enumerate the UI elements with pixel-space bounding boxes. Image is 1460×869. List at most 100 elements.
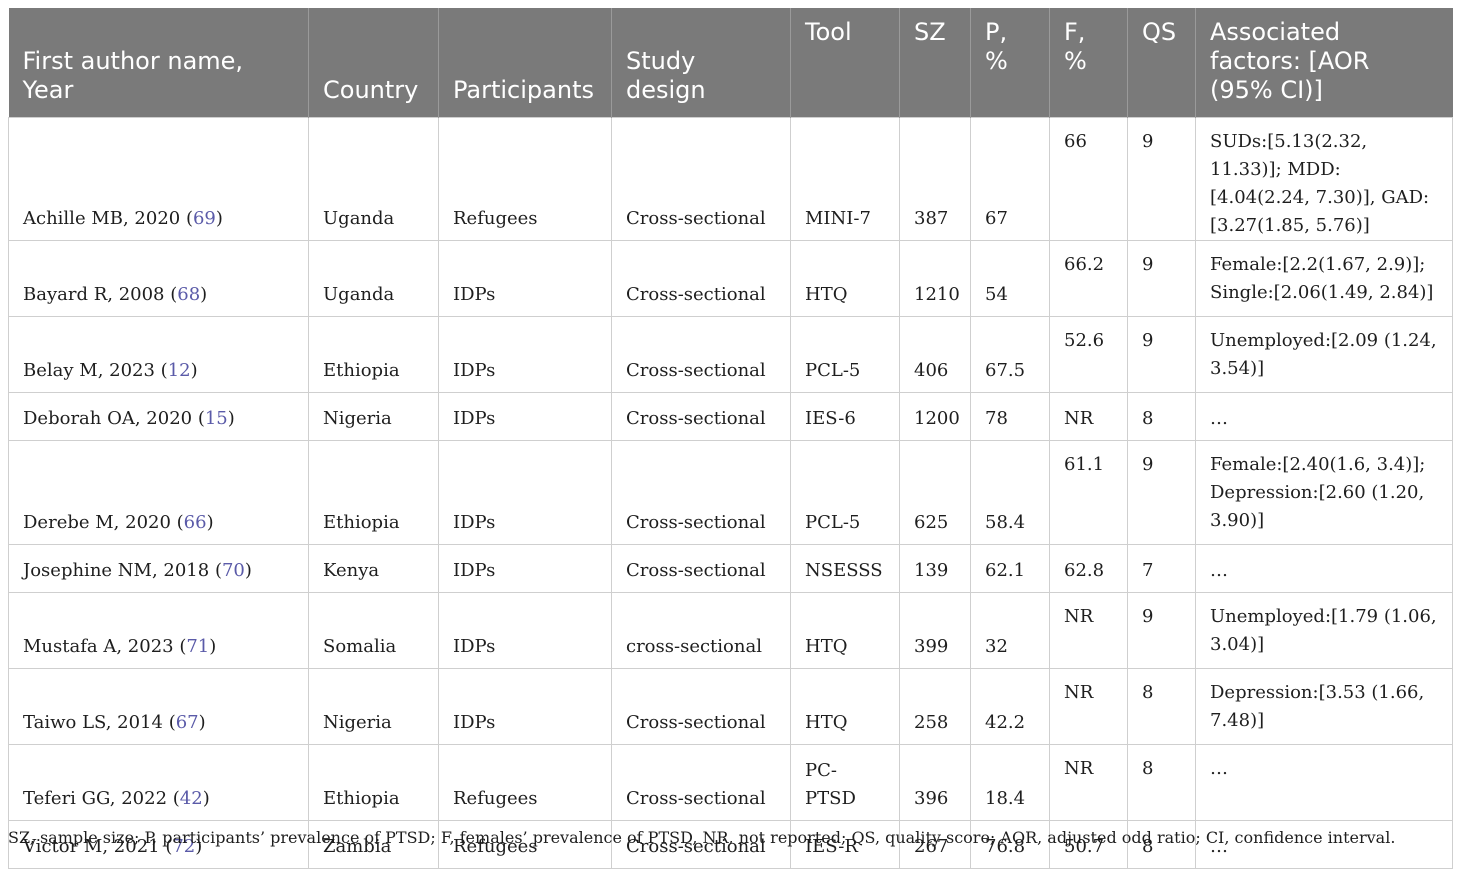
header-study-design: Study design xyxy=(611,8,791,118)
cell-f: 66.2 xyxy=(1049,240,1128,317)
quality-score: 9 xyxy=(1142,606,1154,627)
cell-participants: IDPs xyxy=(438,544,612,593)
reference-link[interactable]: 68 xyxy=(177,284,201,305)
cell-p: 78 xyxy=(970,392,1050,441)
cell-author: Belay M, 2023 (12) xyxy=(8,316,309,393)
cell-qs: 9 xyxy=(1127,440,1196,545)
reference-link[interactable]: 12 xyxy=(167,360,191,381)
cell-sz: 258 xyxy=(899,668,971,745)
quality-score: 9 xyxy=(1142,454,1154,475)
participants: IDPs xyxy=(453,360,496,381)
tool: IES-6 xyxy=(805,408,856,429)
reference-link[interactable]: 15 xyxy=(204,408,228,429)
header-qs: QS xyxy=(1127,8,1196,118)
cell-associated-factors: Unemployed:[2.09 (1.24, 3.54)] xyxy=(1195,316,1453,393)
cell-sz: 387 xyxy=(899,117,971,241)
cell-study-design: Cross-sectional xyxy=(611,668,791,745)
cell-f: NR xyxy=(1049,668,1128,745)
associated-factors: Female:[2.2(1.67, 2.9)]; Single:[2.06(1.… xyxy=(1210,254,1434,303)
reference-link[interactable]: 71 xyxy=(186,636,210,657)
author-name: Deborah OA, 2020 xyxy=(23,408,193,429)
reference-link[interactable]: 42 xyxy=(179,788,203,809)
quality-score: 8 xyxy=(1142,758,1154,779)
sample-size: 139 xyxy=(914,560,949,581)
cell-sz: 1200 xyxy=(899,392,971,441)
associated-factors: … xyxy=(1210,560,1228,581)
cell-sz: 399 xyxy=(899,592,971,669)
cell-p: 67.5 xyxy=(970,316,1050,393)
cell-tool: MINI-7 xyxy=(790,117,900,241)
reference-link[interactable]: 69 xyxy=(192,208,216,229)
cell-associated-factors: Female:[2.40(1.6, 3.4)]; Depression:[2.6… xyxy=(1195,440,1453,545)
header-associated-factors: Associated factors: [AOR (95% CI)] xyxy=(1195,8,1453,118)
study-design: Cross-sectional xyxy=(626,360,766,381)
author-name: Taiwo LS, 2014 xyxy=(23,712,163,733)
associated-factors: Unemployed:[1.79 (1.06, 3.04)] xyxy=(1210,606,1437,655)
associated-factors: SUDs:[5.13(2.32, 11.33)]; MDD:[4.04(2.24… xyxy=(1210,131,1430,236)
female-prevalence: 66 xyxy=(1064,131,1087,152)
cell-associated-factors: Unemployed:[1.79 (1.06, 3.04)] xyxy=(1195,592,1453,669)
cell-study-design: Cross-sectional xyxy=(611,440,791,545)
country: Ethiopia xyxy=(323,360,400,381)
cell-p: 62.1 xyxy=(970,544,1050,593)
cell-country: Kenya xyxy=(308,544,439,593)
cell-study-design: Cross-sectional xyxy=(611,392,791,441)
female-prevalence: 62.8 xyxy=(1064,560,1105,581)
cell-sz: 406 xyxy=(899,316,971,393)
header-sz: SZ xyxy=(899,8,971,118)
participants: IDPs xyxy=(453,512,496,533)
cell-tool: IES-6 xyxy=(790,392,900,441)
reference-link[interactable]: 66 xyxy=(183,512,207,533)
cell-f: NR xyxy=(1049,592,1128,669)
header-f: F, % xyxy=(1049,8,1128,118)
cell-p: 42.2 xyxy=(970,668,1050,745)
author-name: Mustafa A, 2023 xyxy=(23,636,174,657)
cell-author: Josephine NM, 2018 (70) xyxy=(8,544,309,593)
sample-size: 396 xyxy=(914,788,949,809)
sample-size: 267 xyxy=(914,836,949,857)
cell-sz: 396 xyxy=(899,744,971,821)
cell-author: Deborah OA, 2020 (15) xyxy=(8,392,309,441)
header-participants: Participants xyxy=(438,8,612,118)
study-design: Cross-sectional xyxy=(626,512,766,533)
cell-qs: 9 xyxy=(1127,592,1196,669)
participants-prevalence: 58.4 xyxy=(985,512,1026,533)
participants: Refugees xyxy=(453,208,538,229)
participants: IDPs xyxy=(453,636,496,657)
cell-author: Taiwo LS, 2014 (67) xyxy=(8,668,309,745)
cell-tool: PCL-5 xyxy=(790,440,900,545)
author-name: Victor M, 2021 xyxy=(23,836,160,857)
reference-link[interactable]: 67 xyxy=(175,712,199,733)
participants: IDPs xyxy=(453,408,496,429)
table-row: Belay M, 2023 (12) Ethiopia IDPs Cross-sect… xyxy=(8,316,1453,393)
participants: IDPs xyxy=(453,284,496,305)
cell-qs: 9 xyxy=(1127,117,1196,241)
cell-participants: IDPs xyxy=(438,240,612,317)
sample-size: 625 xyxy=(914,512,949,533)
study-design: Cross-sectional xyxy=(626,788,766,809)
participants-prevalence: 67 xyxy=(985,208,1008,229)
cell-qs: 9 xyxy=(1127,316,1196,393)
cell-participants: IDPs xyxy=(438,668,612,745)
cell-f: NR xyxy=(1049,392,1128,441)
header-p: P, % xyxy=(970,8,1050,118)
study-design: Cross-sectional xyxy=(626,560,766,581)
studies-table: First author name, Year Country Particip… xyxy=(8,8,1453,869)
sample-size: 387 xyxy=(914,208,949,229)
table-row: Josephine NM, 2018 (70) Kenya IDPs Cross-se… xyxy=(8,544,1453,593)
cell-p: 67 xyxy=(970,117,1050,241)
header-author: First author name, Year xyxy=(8,8,309,118)
cell-author: Mustafa A, 2023 (71) xyxy=(8,592,309,669)
reference-link[interactable]: 72 xyxy=(172,836,196,857)
header-tool: Tool xyxy=(790,8,900,118)
study-design: Cross-sectional xyxy=(626,408,766,429)
cell-sz: 625 xyxy=(899,440,971,545)
participants: Refugees xyxy=(453,788,538,809)
cell-associated-factors: SUDs:[5.13(2.32, 11.33)]; MDD:[4.04(2.24… xyxy=(1195,117,1453,241)
female-prevalence: NR xyxy=(1064,606,1094,627)
reference-link[interactable]: 70 xyxy=(221,560,245,581)
female-prevalence: 61.1 xyxy=(1064,454,1105,475)
cell-participants: IDPs xyxy=(438,316,612,393)
country: Uganda xyxy=(323,284,395,305)
female-prevalence: NR xyxy=(1064,408,1094,429)
